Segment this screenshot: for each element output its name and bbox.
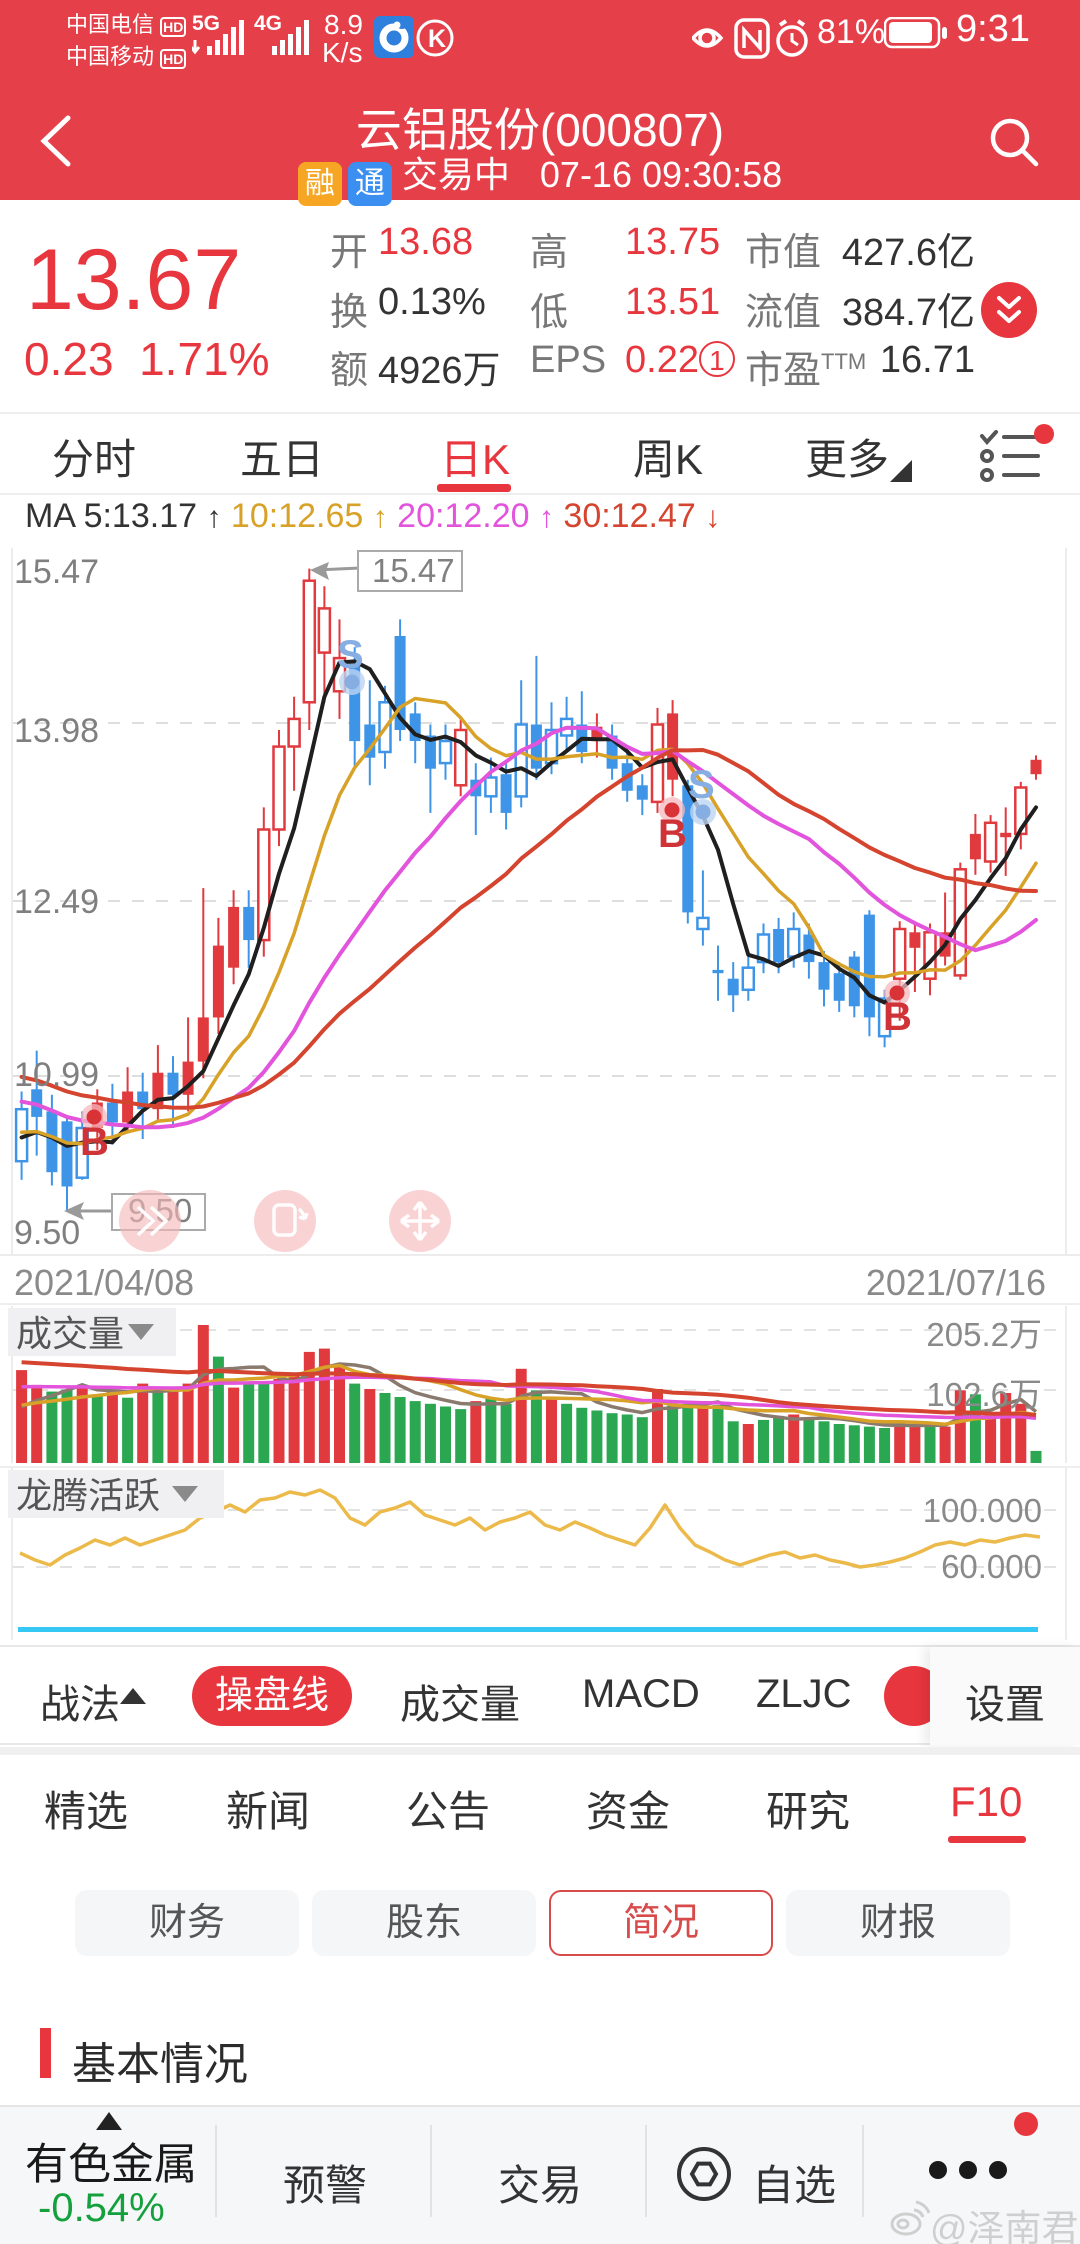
svg-text:龙腾活跃: 龙腾活跃 xyxy=(16,1475,160,1516)
svg-text:8.9: 8.9 xyxy=(324,12,363,40)
svg-text:B: B xyxy=(658,812,687,856)
svg-text:S: S xyxy=(337,633,364,677)
svg-text:5G: 5G xyxy=(192,12,220,35)
svg-text:60.000: 60.000 xyxy=(941,1548,1042,1585)
svg-text:K: K xyxy=(428,25,446,53)
svg-text:9.50: 9.50 xyxy=(14,1214,80,1252)
svg-text:K/s: K/s xyxy=(322,37,362,64)
svg-text:B: B xyxy=(80,1120,109,1164)
svg-text:4G: 4G xyxy=(254,12,282,35)
svg-text:成交量: 成交量 xyxy=(16,1313,124,1354)
svg-text:12.49: 12.49 xyxy=(14,883,99,921)
svg-text:B: B xyxy=(883,995,912,1039)
svg-text:102.6万: 102.6万 xyxy=(926,1376,1042,1413)
svg-text:100.000: 100.000 xyxy=(923,1492,1042,1529)
svg-text:205.2万: 205.2万 xyxy=(926,1316,1042,1353)
svg-text:15.47: 15.47 xyxy=(14,553,99,591)
svg-text:S: S xyxy=(688,763,715,807)
svg-text:10.99: 10.99 xyxy=(14,1056,99,1094)
svg-text:13.98: 13.98 xyxy=(14,712,99,750)
svg-text:15.47: 15.47 xyxy=(372,552,455,589)
